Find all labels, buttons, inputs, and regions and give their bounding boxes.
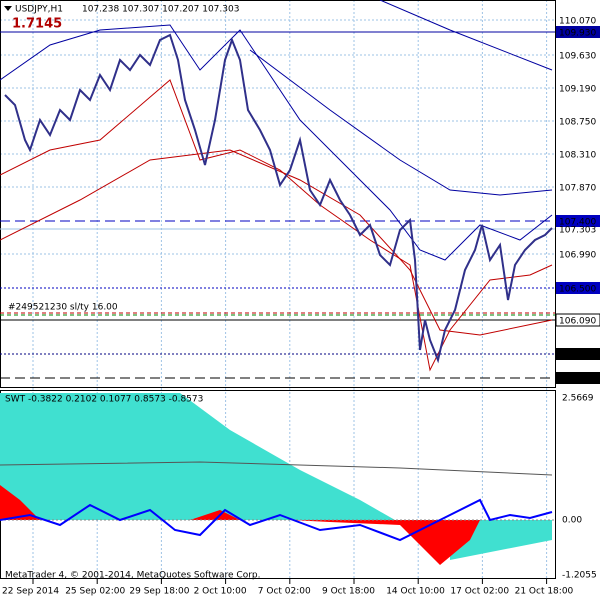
header-symbol: USDJPY,H1 (15, 5, 63, 15)
price-tag (556, 215, 600, 227)
time-label: 7 Oct 02:00 (258, 587, 311, 597)
price-series (4, 33, 553, 364)
price-tag (556, 282, 600, 294)
moving-average (379, 0, 553, 71)
order-label: #249521230 sl/ty 16.00 (8, 303, 118, 313)
time-label: 21 Oct 18:00 (515, 587, 574, 597)
indicator-axis-label: -1.2055 (562, 571, 597, 581)
time-label: 29 Sep 18:00 (129, 587, 189, 597)
main-panel (0, 0, 556, 388)
price-label: 105.310 (559, 375, 596, 385)
signal-line (0, 461, 553, 476)
time-label: 2 Oct 10:00 (194, 587, 247, 597)
price-label: 106.500 (559, 285, 596, 295)
price-label: 106.090 (559, 317, 596, 327)
histogram-area (450, 520, 552, 560)
histogram-area (0, 393, 395, 520)
oscillator-line (0, 498, 553, 542)
histogram-area (290, 520, 480, 565)
price-label: 108.750 (559, 118, 596, 128)
price-label: 107.400 (559, 218, 596, 228)
time-label: 9 Oct 18:00 (322, 587, 375, 597)
price-tag (556, 372, 600, 384)
time-label: 14 Oct 10:00 (386, 587, 445, 597)
moving-average (0, 149, 553, 336)
moving-average (249, 49, 553, 196)
copyright: MetaTrader 4, © 2001-2014, MetaQuotes So… (5, 571, 261, 581)
bollinger-upper (0, 24, 553, 261)
time-label: 25 Sep 02:00 (65, 587, 125, 597)
price-label: 109.190 (559, 85, 596, 95)
price-label: 108.310 (559, 151, 596, 161)
price-label: 109.930 (559, 29, 596, 39)
histogram-area (0, 485, 40, 520)
time-label: 17 Oct 02:00 (450, 587, 509, 597)
price-label: 107.303 (559, 226, 596, 236)
price-label: 106.990 (559, 251, 596, 261)
price-label: 109.630 (559, 52, 596, 62)
price-label: 105.630 (559, 351, 596, 361)
price-label: 107.870 (559, 184, 596, 194)
histogram-area (190, 510, 240, 520)
header-value: 1.7145 (12, 17, 62, 32)
price-tag (556, 26, 600, 38)
axis-labels: 110.070 109.930 109.630 109.190 108.750 108.3… (2, 17, 597, 597)
menu-arrow[interactable] (4, 6, 12, 11)
price-label: 110.070 (559, 17, 596, 27)
indicator-axis-label: 0.00 (562, 516, 582, 526)
time-label: 22 Sep 2014 (2, 587, 59, 597)
indicator-label: SWT -0.3822 0.2102 0.1077 0.8573 -0.8573 (5, 395, 203, 405)
header-ohlc: 107.238 107.307 107.207 107.303 (82, 5, 239, 15)
price-tag (556, 348, 600, 360)
price-tag (555, 313, 600, 327)
indicator-axis-label: 2.5669 (562, 394, 594, 404)
